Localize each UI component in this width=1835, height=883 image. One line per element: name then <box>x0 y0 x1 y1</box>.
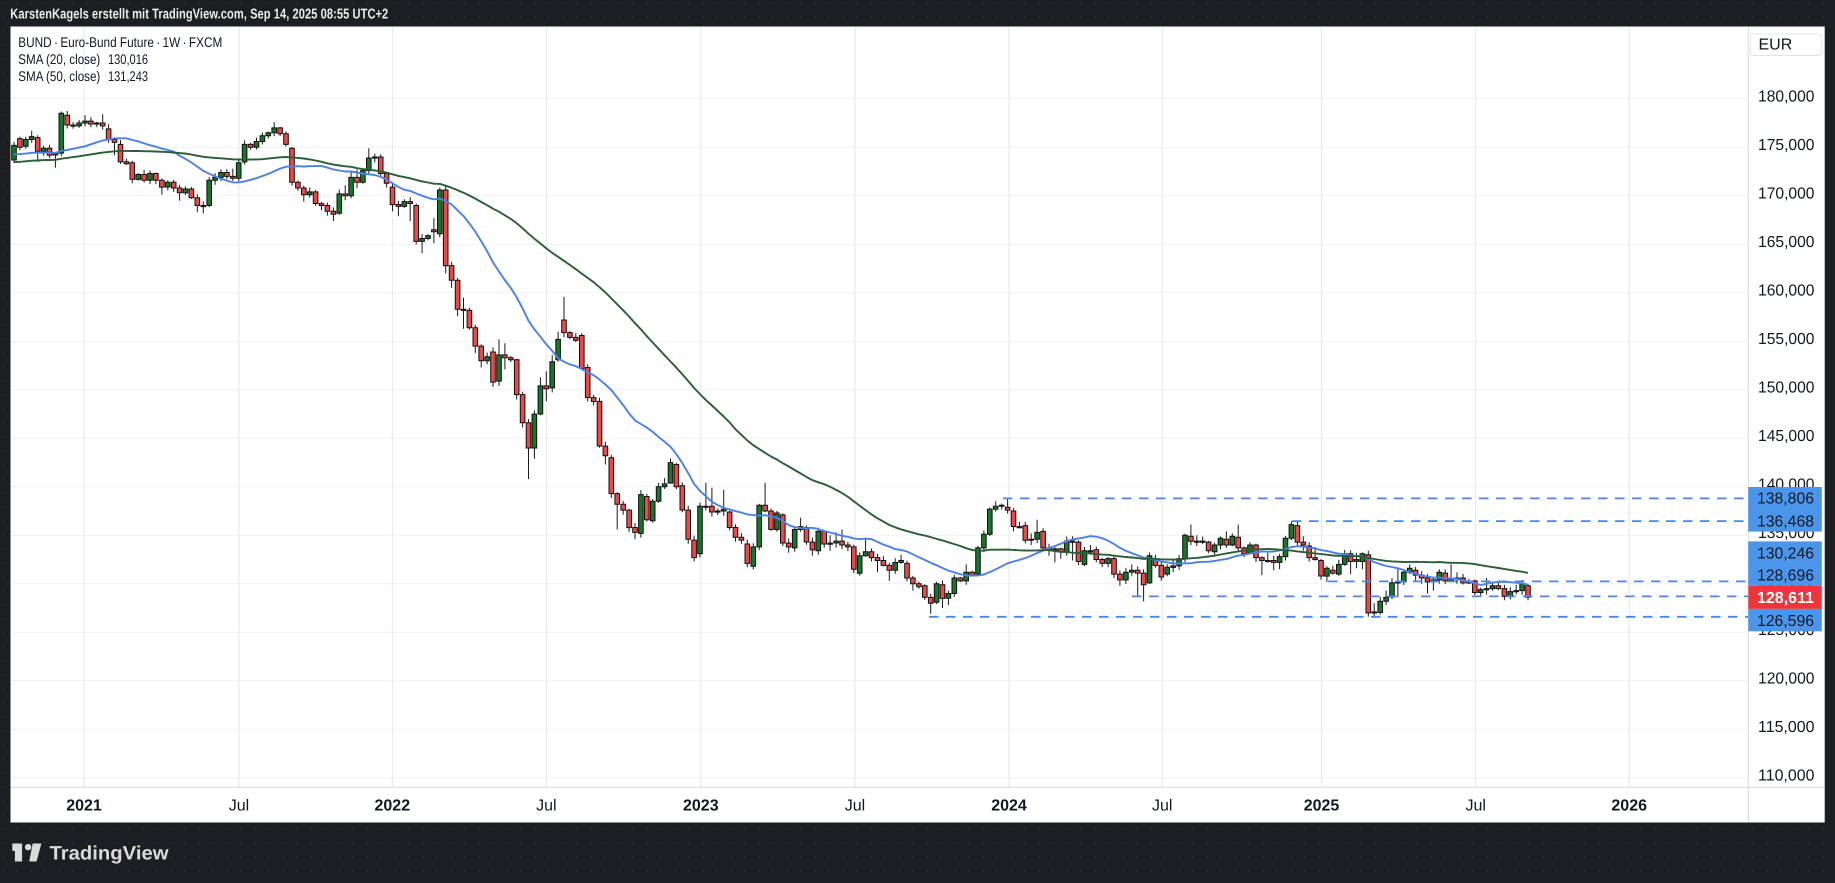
svg-text:Jul: Jul <box>229 798 249 815</box>
svg-text:Jul: Jul <box>1465 798 1485 815</box>
svg-text:Jul: Jul <box>845 798 865 815</box>
svg-text:131,243: 131,243 <box>108 68 148 84</box>
svg-text:2024: 2024 <box>991 798 1027 815</box>
svg-text:2022: 2022 <box>375 798 411 815</box>
svg-text:SMA (20, close): SMA (20, close) <box>18 51 100 67</box>
svg-text:115,000: 115,000 <box>1758 719 1815 736</box>
svg-text:145,000: 145,000 <box>1758 428 1815 445</box>
svg-text:175,000: 175,000 <box>1758 137 1815 154</box>
svg-text:110,000: 110,000 <box>1758 767 1815 784</box>
svg-text:Jul: Jul <box>1152 798 1172 815</box>
svg-text:130,016: 130,016 <box>108 51 148 67</box>
svg-text:128,696: 128,696 <box>1757 567 1814 584</box>
svg-text:Jul: Jul <box>536 798 556 815</box>
svg-text:160,000: 160,000 <box>1758 282 1815 299</box>
svg-text:138,806: 138,806 <box>1757 491 1814 508</box>
svg-text:2026: 2026 <box>1611 798 1647 815</box>
svg-text:170,000: 170,000 <box>1758 185 1815 202</box>
svg-text:2025: 2025 <box>1304 798 1340 815</box>
svg-text:165,000: 165,000 <box>1758 234 1815 251</box>
svg-text:155,000: 155,000 <box>1758 331 1815 348</box>
svg-text:2021: 2021 <box>66 798 102 815</box>
svg-text:SMA (50, close): SMA (50, close) <box>18 68 100 84</box>
svg-text:126,596: 126,596 <box>1757 613 1814 630</box>
svg-text:BUND · Euro-Bund Future · 1W ·: BUND · Euro-Bund Future · 1W · FXCM <box>18 34 222 50</box>
svg-text:136,468: 136,468 <box>1757 513 1814 530</box>
svg-text:180,000: 180,000 <box>1758 88 1815 105</box>
svg-text:150,000: 150,000 <box>1758 379 1815 396</box>
svg-text:TradingView: TradingView <box>50 843 170 865</box>
svg-text:KarstenKagels erstellt mit Tra: KarstenKagels erstellt mit TradingView.c… <box>10 7 388 23</box>
svg-text:130,246: 130,246 <box>1757 545 1814 562</box>
svg-text:EUR: EUR <box>1759 37 1793 54</box>
svg-text:2023: 2023 <box>683 798 719 815</box>
svg-text:128,611: 128,611 <box>1757 590 1814 607</box>
svg-text:120,000: 120,000 <box>1758 670 1815 687</box>
